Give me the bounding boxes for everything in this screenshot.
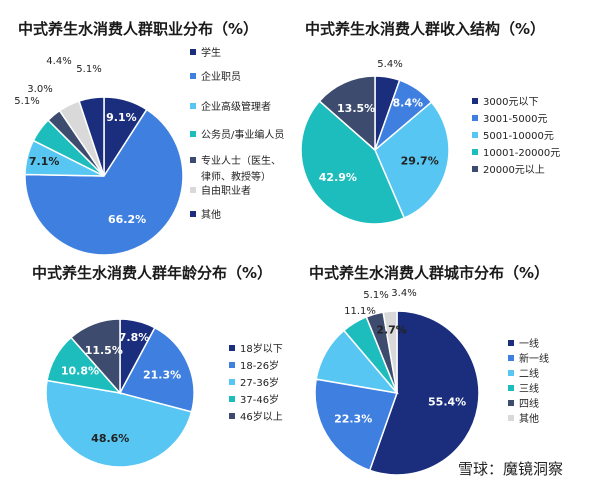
legend-label: 3000元以下 <box>483 97 538 108</box>
legend-label: 律师、教授等） <box>201 170 271 183</box>
legend-swatch <box>190 73 196 79</box>
legend-swatch <box>190 49 196 55</box>
pie-slice <box>70 318 121 395</box>
legend-label: 企业职员 <box>201 70 241 83</box>
legend-swatch <box>472 115 478 121</box>
pie-age: 7.8% 21.3% 48.6% 10.8% 11.5% <box>45 318 195 468</box>
slice-data-label: 21.3% <box>143 369 181 382</box>
legend-swatch <box>508 370 514 376</box>
chart-title-city: 中式养生水消费人群城市分布（%） <box>309 264 549 282</box>
legend-swatch <box>190 187 196 193</box>
legend-swatch <box>190 211 196 217</box>
legend-occupation: 学生企业职员企业高级管理者公务员/事业编人员专业人士（医生、律师、教授等）自由职… <box>190 46 284 221</box>
slice-data-label: 42.9% <box>319 171 357 184</box>
slice-data-label: 11.1% <box>344 306 376 317</box>
legend-label: 37-46岁 <box>240 393 279 406</box>
slice-data-label: 5.1% <box>76 64 101 75</box>
legend-swatch <box>508 400 514 406</box>
legend-swatch <box>472 98 478 104</box>
slice-data-label: 8.4% <box>393 96 424 109</box>
pie-income: 5.4% 8.4% 29.7% 42.9% 13.5% <box>300 59 450 225</box>
legend-label: 公务员/事业编人员 <box>201 128 284 141</box>
pie-slice <box>78 96 105 177</box>
legend-label: 10001-20000元 <box>483 148 560 159</box>
legend-swatch <box>229 362 235 368</box>
legend-swatch <box>508 340 514 346</box>
pie-slice <box>118 326 195 413</box>
legend-label: 自由职业者 <box>201 184 251 197</box>
legend-swatch <box>190 157 196 163</box>
slice-data-label: 13.5% <box>337 102 375 115</box>
legend-swatch <box>229 379 235 385</box>
slice-data-label: 5.4% <box>377 59 402 70</box>
slice-data-label: 4.4% <box>46 56 71 67</box>
legend-label: 3001-5000元 <box>483 114 548 125</box>
legend-label: 三线 <box>519 382 539 395</box>
pie-slice <box>314 378 399 472</box>
pie-slice <box>374 101 450 219</box>
legend-label: 18岁以下 <box>240 342 283 355</box>
slice-data-label: 5.1% <box>14 96 39 107</box>
legend-label: 18-26岁 <box>240 359 279 372</box>
legend-label: 二线 <box>519 367 539 380</box>
slice-data-label: 9.1% <box>106 111 137 124</box>
legend-label: 学生 <box>201 46 221 59</box>
legend-label: 专业人士（医生、 <box>201 154 281 167</box>
slice-data-label: 66.2% <box>108 213 146 226</box>
legend-label: 27-36岁 <box>240 376 279 389</box>
legend-swatch <box>508 415 514 421</box>
slice-data-label: 7.8% <box>119 331 150 344</box>
pie-slice <box>24 108 184 256</box>
pie-occupation: 9.1%66.2%7.1%5.1%3.0%4.4%5.1% <box>14 56 184 256</box>
legend-label: 新一线 <box>519 352 549 365</box>
legend-swatch <box>229 396 235 402</box>
legend-age: 18岁以下 18-26岁 27-36岁 37-46岁 46岁以上 <box>229 342 283 423</box>
legend-label: 其他 <box>519 412 539 425</box>
pie-slice <box>318 75 376 152</box>
legend-label: 46岁以上 <box>240 410 283 423</box>
legend-label: 其他 <box>201 208 221 221</box>
chart-title-age: 中式养生水消费人群年龄分布（%） <box>32 264 272 282</box>
slice-data-label: 48.6% <box>91 432 129 445</box>
legend-label: 一线 <box>519 337 539 350</box>
slice-data-label: 2.7% <box>376 323 407 336</box>
legend-swatch <box>472 166 478 172</box>
slice-data-label: 3.4% <box>391 288 416 299</box>
legend-label: 20000元以上 <box>483 164 545 176</box>
pie-slice <box>382 310 398 394</box>
slice-data-label: 29.7% <box>401 155 439 168</box>
chart-title-income: 中式养生水消费人群收入结构（%） <box>305 20 545 38</box>
chart-title-occupation: 中式养生水消费人群职业分布（%） <box>18 20 258 38</box>
slice-data-label: 10.8% <box>61 365 99 378</box>
legend-swatch <box>229 413 235 419</box>
legend-label: 5001-10000元 <box>483 131 554 142</box>
legend-label: 企业高级管理者 <box>201 100 271 113</box>
pie-slice <box>300 100 406 225</box>
slice-data-label: 5.1% <box>363 290 388 301</box>
pie-city: 55.4% 22.3% 11.1% 5.1% 3.4% 2.7% <box>314 288 480 476</box>
legend-income: 3000元以下 3001-5000元 5001-10000元 10001-20000元… <box>472 97 560 176</box>
legend-swatch <box>190 103 196 109</box>
legend-swatch <box>508 355 514 361</box>
legend-label: 四线 <box>519 397 539 410</box>
legend-swatch <box>472 132 478 138</box>
legend-swatch <box>190 131 196 137</box>
legend-swatch <box>508 385 514 391</box>
slice-data-label: 3.0% <box>27 84 52 95</box>
legend-swatch <box>472 149 478 155</box>
pie-slice <box>45 379 193 468</box>
slice-data-label: 55.4% <box>428 396 466 409</box>
watermark-text: 雪球：魔镜洞察 <box>458 460 563 478</box>
slice-data-label: 7.1% <box>29 155 60 168</box>
legend-swatch <box>229 345 235 351</box>
slice-data-label: 11.5% <box>85 344 123 357</box>
slice-data-label: 22.3% <box>334 413 372 426</box>
